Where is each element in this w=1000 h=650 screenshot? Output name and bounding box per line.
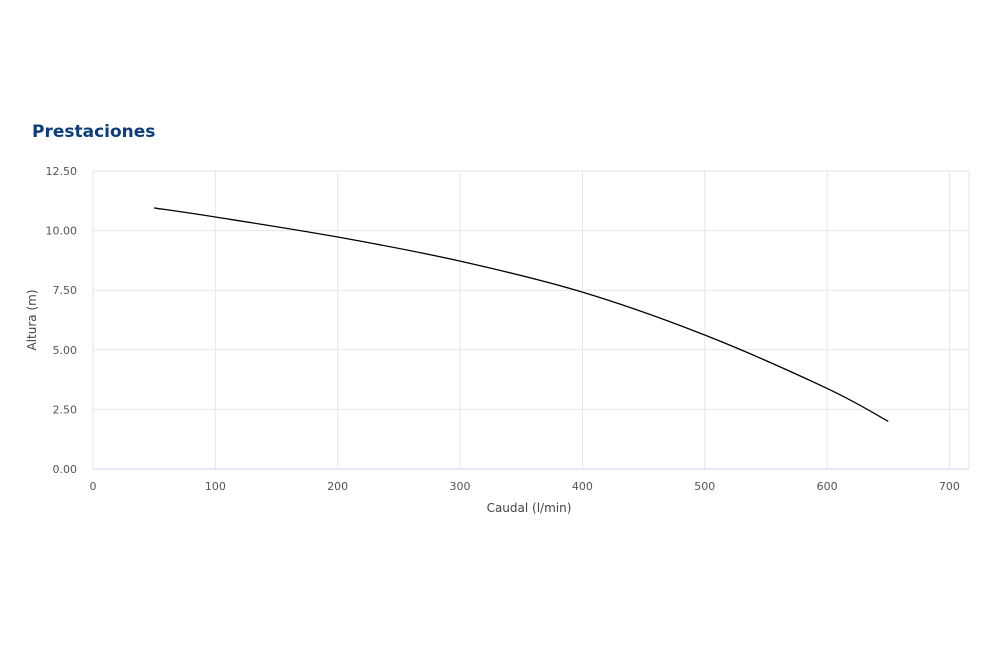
x-tick-label: 700 xyxy=(939,480,960,493)
y-tick-label: 5.00 xyxy=(53,344,78,357)
y-tick-label: 10.00 xyxy=(46,225,78,238)
y-tick-label: 12.50 xyxy=(46,165,78,178)
y-axis-label: Altura (m) xyxy=(25,289,39,350)
series-line xyxy=(154,207,889,422)
chart-title: Prestaciones xyxy=(32,122,156,142)
x-tick-label: 600 xyxy=(817,480,838,493)
y-tick-label: 7.50 xyxy=(53,284,78,297)
x-tick-label: 0 xyxy=(90,480,97,493)
x-axis-label: Caudal (l/min) xyxy=(487,501,572,515)
x-tick-label: 200 xyxy=(327,480,348,493)
x-tick-label: 300 xyxy=(450,480,471,493)
x-tick-label: 500 xyxy=(694,480,715,493)
y-tick-label: 0.00 xyxy=(53,463,78,476)
y-tick-label: 2.50 xyxy=(53,403,78,416)
x-tick-label: 400 xyxy=(572,480,593,493)
x-tick-label: 100 xyxy=(205,480,226,493)
